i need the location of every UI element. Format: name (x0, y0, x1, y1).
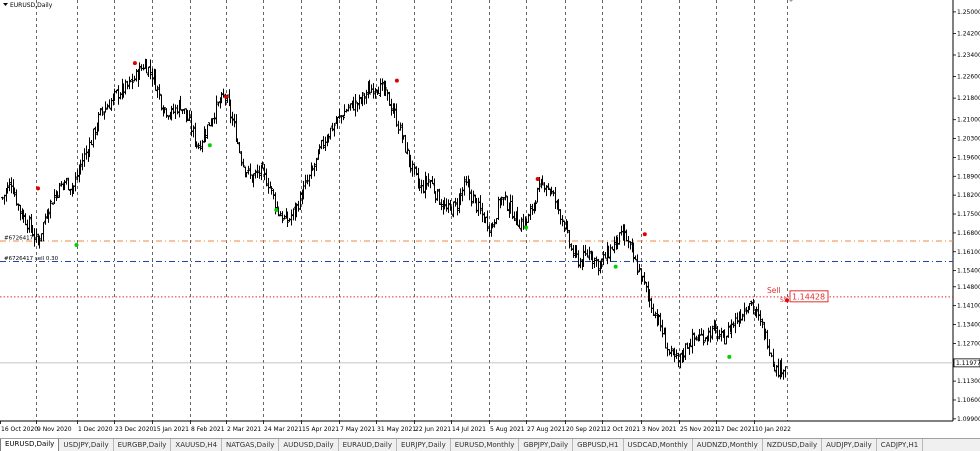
y-tick-label: 1.16100 (957, 249, 980, 256)
current-price-label: 1.11977 (956, 360, 980, 367)
y-tick-label: 1.21000 (957, 117, 980, 124)
x-tick-label: 3 Nov 2021 (642, 426, 677, 433)
y-tick-label: 1.14100 (957, 303, 980, 310)
y-tick-label: 1.22600 (957, 74, 980, 81)
signal-dot (74, 243, 79, 248)
x-tick-label: 14 Jul 2021 (452, 426, 486, 433)
y-tick-label: 1.15400 (957, 268, 980, 275)
y-tick-label: 1.16800 (957, 230, 980, 237)
y-tick-label: 1.14800 (957, 284, 980, 291)
signal-dot (727, 354, 732, 359)
x-tick-label: 25 Nov 2021 (680, 426, 719, 433)
sell-label: Sell (767, 286, 781, 295)
y-tick-label: 1.21800 (957, 95, 980, 102)
x-tick-label: 9 Nov 2020 (37, 426, 72, 433)
x-tick-label: 31 May 2021 (377, 426, 416, 433)
x-tick-label: 7 May 2021 (340, 426, 375, 433)
x-tick-label: 16 Oct 2020 (1, 426, 38, 433)
tab-eurgbp-daily[interactable]: EURGBP,Daily (114, 439, 172, 451)
tab-audusd-daily[interactable]: AUDUSD,Daily (279, 439, 339, 451)
y-tick-label: 1.11300 (957, 378, 980, 385)
x-tick-label: 2 Mar 2021 (227, 426, 261, 433)
tab-audnzd-monthly[interactable]: AUDNZD,Monthly (693, 439, 763, 451)
y-tick-label: 1.10600 (957, 397, 980, 404)
y-tick-label: 1.17500 (957, 211, 980, 218)
tab-eurusd-daily[interactable]: EURUSD,Daily (0, 439, 60, 451)
x-tick-label: 22 Jun 2021 (415, 426, 451, 433)
chart-area[interactable]: 1.25000 1.24200 1.23400 1.22600 1.21800 1.210… (0, 0, 980, 438)
y-tick-label: 1.19600 (957, 154, 980, 161)
signal-dot (132, 61, 137, 66)
tab-nzdusd-daily[interactable]: NZDUSD,Daily (763, 439, 823, 451)
title-dropdown-icon (3, 3, 8, 6)
x-tick-label: 17 Dec 2021 (717, 426, 756, 433)
tab-eurusd-monthly[interactable]: EURUSD,Monthly (451, 439, 520, 451)
order-line-label: #6726417 (4, 235, 34, 241)
x-tick-label: 15 Apr 2021 (302, 426, 339, 433)
y-tick-label: 1.12700 (957, 340, 980, 347)
symbol-tab-bar: EURUSD,Daily USDJPY,Daily EURGBP,Daily XAUU… (0, 438, 980, 451)
signal-dot (274, 207, 279, 212)
signal-dot (613, 264, 618, 269)
signal-dot (642, 232, 647, 237)
scroll-marker-icon (789, 0, 793, 2)
x-tick-label: 27 Aug 2021 (527, 426, 566, 433)
current-price-tag (953, 358, 980, 368)
y-tick-label: 1.24200 (957, 30, 980, 37)
x-tick-label: 20 Sep 2021 (566, 426, 604, 433)
x-tick-label: 1 Dec 2020 (78, 426, 113, 433)
tab-usdjpy-daily[interactable]: USDJPY,Daily (59, 439, 114, 451)
signal-dot (524, 225, 528, 230)
y-tick-label: 1.20300 (957, 136, 980, 143)
y-tick-label: 1.13400 (957, 322, 980, 329)
tab-cadjpy-h1[interactable]: CADJPY,H1 (877, 439, 924, 451)
sell-price-label: 1.14428 (792, 292, 825, 301)
tab-eurjpy-daily[interactable]: EURJPY,Daily (397, 439, 451, 451)
price-chart[interactable]: 1.25000 1.24200 1.23400 1.22600 1.21800 1.210… (0, 0, 980, 438)
x-tick-label: 23 Dec 2020 (115, 426, 154, 433)
tab-euraud-daily[interactable]: EURAUD,Daily (339, 439, 397, 451)
x-tick-label: 10 Jan 2022 (755, 426, 791, 433)
y-tick-label: 1.18200 (957, 192, 980, 199)
signal-dot (36, 186, 40, 191)
x-tick-label: 12 Oct 2021 (603, 426, 640, 433)
x-tick-label: 24 Mar 2021 (264, 426, 302, 433)
sell-marker-icon: SS (780, 297, 788, 304)
sell-price-box (789, 290, 829, 303)
tab-gbpusd-h1[interactable]: GBPUSD,H1 (573, 439, 624, 451)
x-tick-label: 5 Aug 2021 (490, 426, 525, 433)
chart-title: EURUSD,Daily (10, 2, 53, 9)
signal-dot (535, 176, 540, 181)
y-tick-label: 1.25000 (957, 9, 980, 16)
x-tick-label: 15 Jan 2021 (153, 426, 189, 433)
tab-xauusd-h4[interactable]: XAUUSD,H4 (171, 439, 223, 451)
y-tick-label: 1.23400 (957, 52, 980, 59)
tab-natgas-daily[interactable]: NATGAS,Daily (222, 439, 280, 451)
y-tick-label: 1.09900 (957, 416, 980, 423)
signal-dot (785, 298, 789, 303)
signal-dot (207, 143, 212, 148)
tab-gbpjpy-daily[interactable]: GBPJPY,Daily (519, 439, 574, 451)
tab-audjpy-daily[interactable]: AUDJPY,Daily (822, 439, 877, 451)
tab-usdcad-monthly[interactable]: USDCAD,Monthly (624, 439, 693, 451)
y-tick-label: 1.18900 (957, 173, 980, 180)
signal-dot (224, 94, 228, 99)
x-tick-label: 8 Feb 2021 (191, 426, 225, 433)
signal-dot (394, 78, 399, 83)
stoploss-line-label: #6726417 sell 0.30 (4, 256, 59, 262)
